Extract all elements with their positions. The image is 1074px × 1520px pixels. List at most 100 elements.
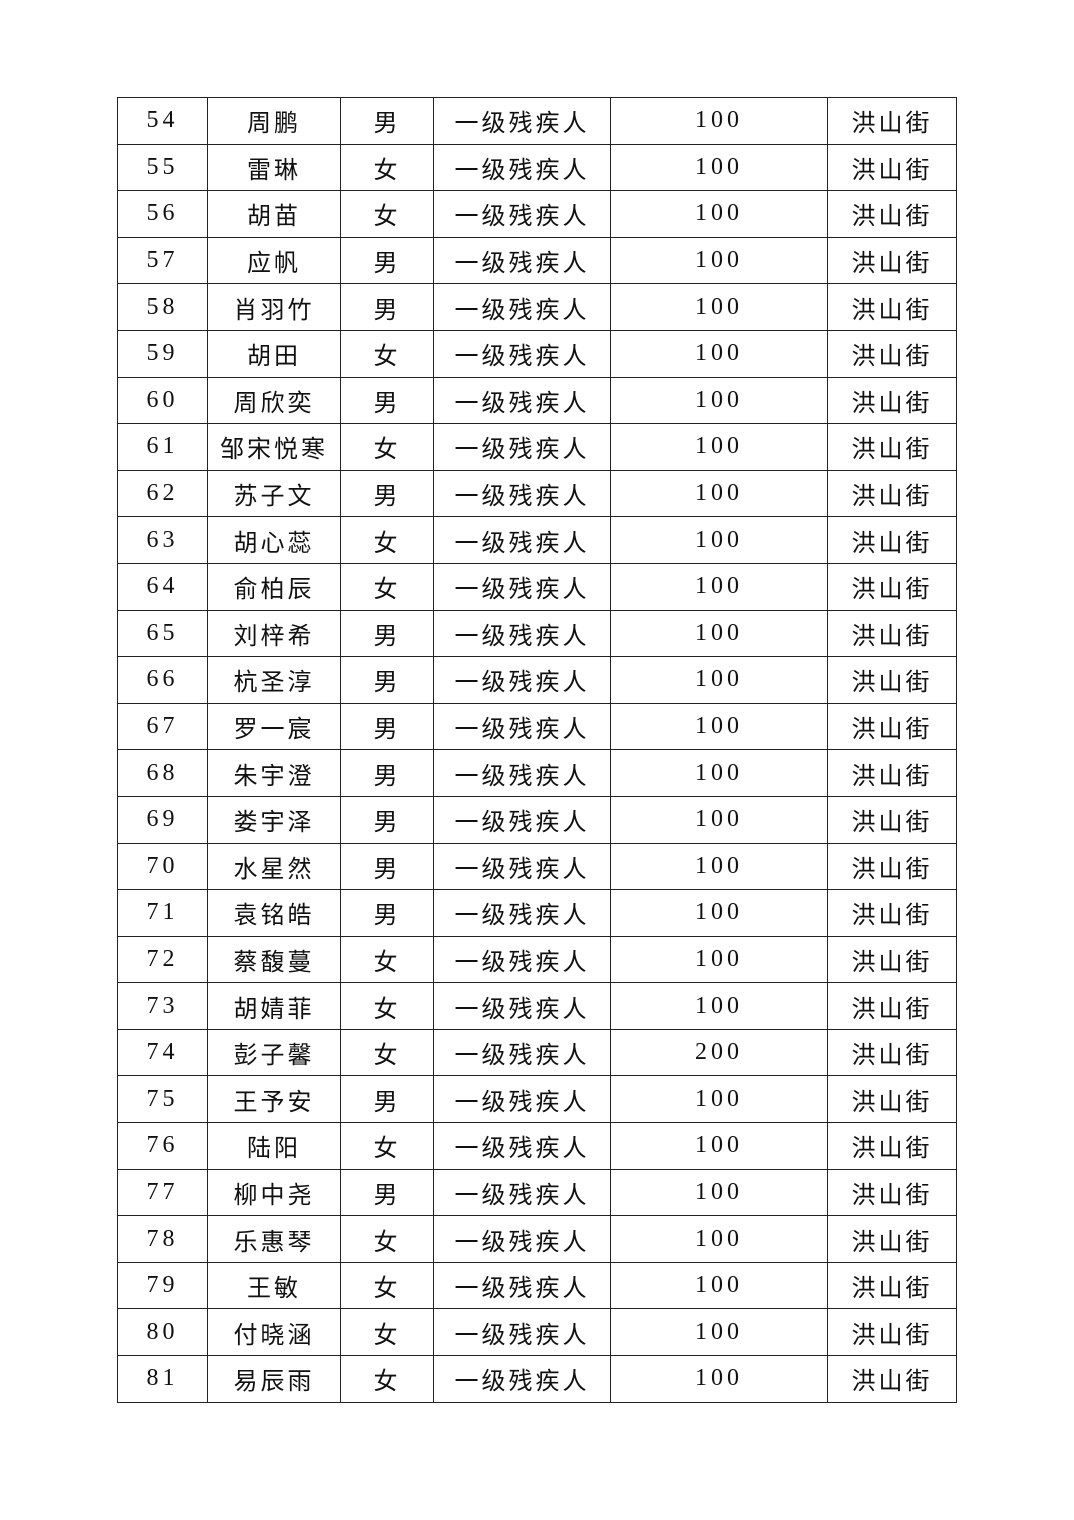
disability-level-cell: 一级残疾人 xyxy=(433,795,611,844)
table-row: 72 蔡馥蔓女一级残疾人 100 洪山街 xyxy=(117,935,957,984)
name-cell: 蔡馥蔓 xyxy=(207,935,341,984)
table-body: 54 周鹏男一级残疾人 100 洪山街 55 雷琳女一级残疾人 100 洪山街 56 胡苗女一级残… xyxy=(117,97,957,1403)
gender-cell: 女 xyxy=(340,1355,434,1403)
amount-cell: 100 xyxy=(610,469,828,518)
disability-level-cell: 一级残疾人 xyxy=(433,516,611,564)
disability-level-cell: 一级残疾人 xyxy=(433,702,611,751)
disability-level-cell: 一级残疾人 xyxy=(433,935,611,984)
table-row: 64 俞柏辰女一级残疾人 100 洪山街 xyxy=(117,562,957,611)
gender-cell: 女 xyxy=(340,935,434,984)
disability-level-cell: 一级残疾人 xyxy=(433,982,611,1030)
gender-cell: 男 xyxy=(340,702,434,751)
street-cell: 洪山街 xyxy=(827,283,957,331)
gender-cell: 女 xyxy=(340,423,434,471)
name-cell: 乐惠琴 xyxy=(207,1215,341,1263)
name-cell: 俞柏辰 xyxy=(207,562,341,611)
gender-cell: 女 xyxy=(340,1215,434,1263)
name-cell: 应帆 xyxy=(207,236,341,285)
amount-cell: 100 xyxy=(610,702,828,751)
street-cell: 洪山街 xyxy=(827,795,957,844)
street-cell: 洪山街 xyxy=(827,97,957,145)
name-cell: 胡苗 xyxy=(207,190,341,238)
street-cell: 洪山街 xyxy=(827,889,957,937)
row-number-cell: 68 xyxy=(117,749,208,797)
row-number-cell: 75 xyxy=(117,1075,208,1124)
gender-cell: 男 xyxy=(340,236,434,285)
street-cell: 洪山街 xyxy=(827,469,957,518)
disability-level-cell: 一级残疾人 xyxy=(433,656,611,704)
table-row: 69 娄宇泽男一级残疾人 100 洪山街 xyxy=(117,795,957,844)
name-cell: 雷琳 xyxy=(207,143,341,192)
row-number-cell: 81 xyxy=(117,1355,208,1403)
row-number-cell: 55 xyxy=(117,143,208,192)
name-cell: 水星然 xyxy=(207,842,341,891)
amount-cell: 100 xyxy=(610,1075,828,1124)
amount-cell: 100 xyxy=(610,190,828,238)
gender-cell: 男 xyxy=(340,889,434,937)
gender-cell: 女 xyxy=(340,1308,434,1357)
disability-level-cell: 一级残疾人 xyxy=(433,1028,611,1077)
street-cell: 洪山街 xyxy=(827,329,957,378)
street-cell: 洪山街 xyxy=(827,516,957,564)
disability-level-cell: 一级残疾人 xyxy=(433,1215,611,1263)
name-cell: 苏子文 xyxy=(207,469,341,518)
amount-cell: 100 xyxy=(610,329,828,378)
amount-cell: 100 xyxy=(610,236,828,285)
row-number-cell: 63 xyxy=(117,516,208,564)
table-row: 77 柳中尧男一级残疾人 100 洪山街 xyxy=(117,1168,957,1217)
name-cell: 邹宋悦寒 xyxy=(207,423,341,471)
amount-cell: 100 xyxy=(610,656,828,704)
table-row: 54 周鹏男一级残疾人 100 洪山街 xyxy=(117,97,957,145)
table-row: 55 雷琳女一级残疾人 100 洪山街 xyxy=(117,143,957,192)
table-row: 65 刘梓希男一级残疾人 100 洪山街 xyxy=(117,609,957,658)
amount-cell: 100 xyxy=(610,982,828,1030)
amount-cell: 200 xyxy=(610,1028,828,1077)
table-row: 81 易辰雨女一级残疾人 100 洪山街 xyxy=(117,1355,957,1403)
row-number-cell: 70 xyxy=(117,842,208,891)
gender-cell: 女 xyxy=(340,1028,434,1077)
gender-cell: 女 xyxy=(340,1122,434,1170)
disability-level-cell: 一级残疾人 xyxy=(433,190,611,238)
table-row: 78 乐惠琴女一级残疾人 100 洪山街 xyxy=(117,1215,957,1263)
table-row: 74 彭子馨女一级残疾人 200 洪山街 xyxy=(117,1028,957,1077)
table-row: 75 王予安男一级残疾人 100 洪山街 xyxy=(117,1075,957,1124)
row-number-cell: 58 xyxy=(117,283,208,331)
amount-cell: 100 xyxy=(610,283,828,331)
gender-cell: 男 xyxy=(340,749,434,797)
row-number-cell: 54 xyxy=(117,97,208,145)
name-cell: 王敏 xyxy=(207,1261,341,1310)
amount-cell: 100 xyxy=(610,842,828,891)
gender-cell: 男 xyxy=(340,376,434,425)
name-cell: 彭子馨 xyxy=(207,1028,341,1077)
row-number-cell: 69 xyxy=(117,795,208,844)
table-row: 60 周欣奕男一级残疾人 100 洪山街 xyxy=(117,376,957,425)
disability-level-cell: 一级残疾人 xyxy=(433,1308,611,1357)
row-number-cell: 56 xyxy=(117,190,208,238)
recipient-table: 54 周鹏男一级残疾人 100 洪山街 55 雷琳女一级残疾人 100 洪山街 56 胡苗女一级残… xyxy=(117,97,957,1403)
disability-level-cell: 一级残疾人 xyxy=(433,609,611,658)
gender-cell: 男 xyxy=(340,469,434,518)
gender-cell: 女 xyxy=(340,143,434,192)
name-cell: 胡婧菲 xyxy=(207,982,341,1030)
disability-level-cell: 一级残疾人 xyxy=(433,889,611,937)
row-number-cell: 67 xyxy=(117,702,208,751)
row-number-cell: 71 xyxy=(117,889,208,937)
disability-level-cell: 一级残疾人 xyxy=(433,283,611,331)
street-cell: 洪山街 xyxy=(827,1122,957,1170)
row-number-cell: 76 xyxy=(117,1122,208,1170)
street-cell: 洪山街 xyxy=(827,1355,957,1403)
amount-cell: 100 xyxy=(610,516,828,564)
disability-level-cell: 一级残疾人 xyxy=(433,1261,611,1310)
street-cell: 洪山街 xyxy=(827,190,957,238)
gender-cell: 女 xyxy=(340,516,434,564)
gender-cell: 男 xyxy=(340,842,434,891)
name-cell: 罗一宸 xyxy=(207,702,341,751)
disability-level-cell: 一级残疾人 xyxy=(433,749,611,797)
gender-cell: 女 xyxy=(340,562,434,611)
street-cell: 洪山街 xyxy=(827,1168,957,1217)
street-cell: 洪山街 xyxy=(827,1261,957,1310)
street-cell: 洪山街 xyxy=(827,935,957,984)
disability-level-cell: 一级残疾人 xyxy=(433,469,611,518)
table-row: 66 杭圣淳男一级残疾人 100 洪山街 xyxy=(117,656,957,704)
amount-cell: 100 xyxy=(610,423,828,471)
